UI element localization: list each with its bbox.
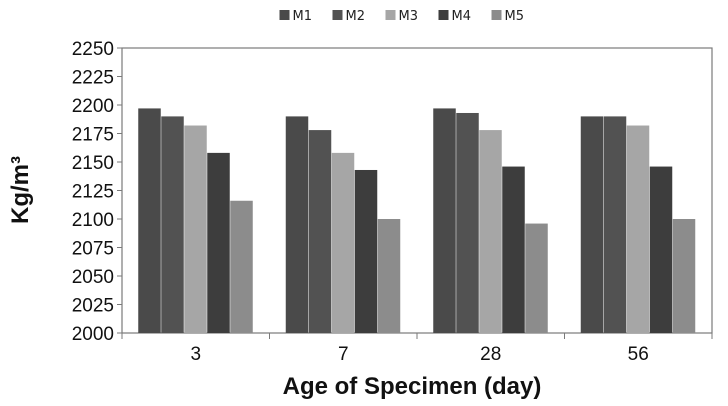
bar-m4-56 [649,166,673,333]
bar-m4-7 [354,169,378,333]
x-tick-label: 56 [628,344,649,365]
legend-swatch-m2 [332,10,343,20]
y-tick-label: 2175 [72,125,114,146]
y-tick-label: 2225 [72,68,114,89]
bar-m1-3 [138,108,161,333]
y-tick-label: 2100 [72,210,114,231]
bar-m2-3 [161,116,184,334]
y-tick-label: 2200 [72,96,114,117]
bar-m1-28 [433,108,456,333]
y-axis-title: Kg/m³ [7,156,34,224]
y-tick-label: 2000 [72,324,114,345]
x-axis-ticks: 3 7 28 56 [121,333,713,365]
y-tick-label: 2075 [72,239,114,260]
bar-m1-7 [285,116,309,334]
bar-m3-3 [184,125,207,334]
bar-m3-28 [479,130,502,333]
y-tick-label: 2250 [72,39,114,60]
y-tick-label: 2025 [72,296,114,317]
bar-m1-56 [580,116,604,334]
legend-label-m3: M3 [399,9,419,24]
x-tick-label: 7 [338,344,349,365]
legend-swatch-m1 [279,10,290,20]
y-tick-label: 2050 [72,267,114,288]
bar-m5-28 [525,223,548,333]
bar-m2-7 [308,130,332,333]
bar-m5-3 [230,200,253,333]
x-tick-label: 28 [480,344,501,365]
legend-label-m4: M4 [452,9,472,24]
bar-m2-28 [456,112,479,333]
bar-m4-3 [207,152,230,333]
x-tick-label: 3 [190,344,201,365]
bar-m3-56 [626,125,650,334]
legend-swatch-m3 [385,10,396,20]
legend-label-m5: M5 [505,9,525,24]
bar-m3-7 [331,152,355,333]
bar-m5-56 [672,219,696,333]
x-axis-title: Age of Specimen (day) [283,373,542,400]
bar-m5-7 [377,219,401,333]
legend: M1 M2 M3 M4 M5 [279,9,525,24]
y-axis-ticks: 2000 2025 2050 2075 2100 2125 2150 2175 2200 2225… [72,39,122,345]
y-tick-label: 2150 [72,153,114,174]
legend-label-m1: M1 [293,9,313,24]
y-tick-label: 2125 [72,182,114,203]
bar-m4-28 [502,166,525,333]
bars [138,108,696,334]
legend-label-m2: M2 [346,9,366,24]
legend-swatch-m4 [438,10,449,20]
legend-swatch-m5 [491,10,502,20]
bar-m2-56 [603,116,627,334]
